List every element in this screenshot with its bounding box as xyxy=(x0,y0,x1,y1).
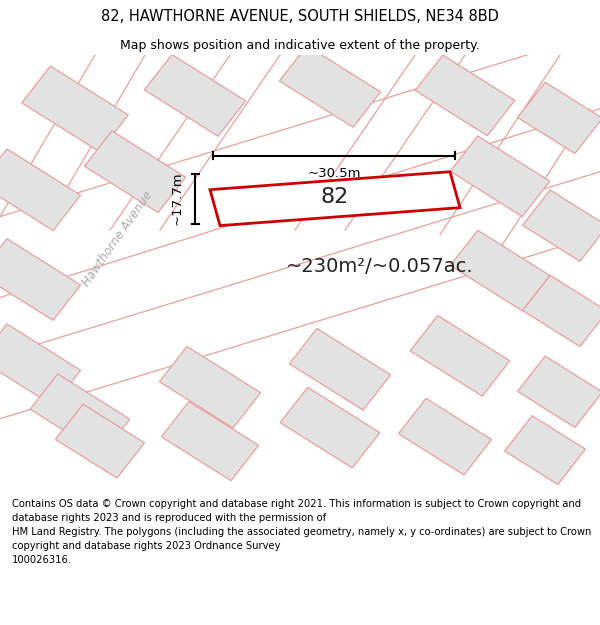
Polygon shape xyxy=(280,388,380,468)
Polygon shape xyxy=(523,275,600,347)
Polygon shape xyxy=(280,46,380,128)
Polygon shape xyxy=(523,190,600,261)
Text: ~230m²/~0.057ac.: ~230m²/~0.057ac. xyxy=(286,256,474,276)
Polygon shape xyxy=(160,346,260,428)
Polygon shape xyxy=(30,374,130,454)
Text: 82, HAWTHORNE AVENUE, SOUTH SHIELDS, NE34 8BD: 82, HAWTHORNE AVENUE, SOUTH SHIELDS, NE3… xyxy=(101,9,499,24)
Text: ~30.5m: ~30.5m xyxy=(307,167,361,180)
Polygon shape xyxy=(518,356,600,428)
Polygon shape xyxy=(161,402,259,481)
Text: ~17.7m: ~17.7m xyxy=(170,172,184,226)
Polygon shape xyxy=(505,416,586,484)
Text: Contains OS data © Crown copyright and database right 2021. This information is : Contains OS data © Crown copyright and d… xyxy=(12,499,591,565)
Polygon shape xyxy=(0,239,80,321)
Polygon shape xyxy=(0,324,80,406)
Polygon shape xyxy=(410,316,510,396)
Polygon shape xyxy=(85,131,185,212)
Text: 82: 82 xyxy=(321,187,349,207)
Polygon shape xyxy=(210,172,460,226)
Polygon shape xyxy=(22,66,128,152)
Polygon shape xyxy=(398,398,491,475)
Polygon shape xyxy=(0,149,80,231)
Text: Map shows position and indicative extent of the property.: Map shows position and indicative extent… xyxy=(120,39,480,52)
Text: Hawthorne Avenue: Hawthorne Avenue xyxy=(80,189,156,289)
Polygon shape xyxy=(145,54,245,136)
Polygon shape xyxy=(518,82,600,154)
Polygon shape xyxy=(450,136,550,216)
Polygon shape xyxy=(56,404,145,478)
Polygon shape xyxy=(289,329,391,410)
Polygon shape xyxy=(450,230,550,311)
Polygon shape xyxy=(415,55,515,136)
